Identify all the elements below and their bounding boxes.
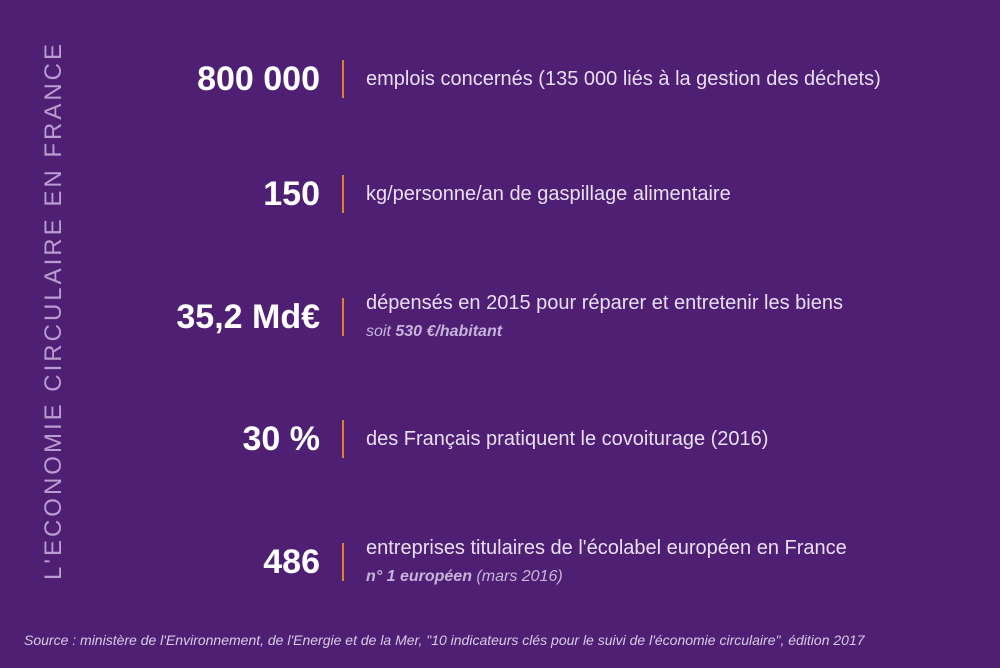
stat-sub-suffix: (mars 2016) — [472, 568, 563, 585]
page-title: L'ECONOMIE CIRCULAIRE EN FRANCE — [40, 41, 68, 580]
stat-row: 30 % des Français pratiquent le covoitur… — [100, 420, 970, 458]
stat-description-main: dépensés en 2015 pour réparer et entrete… — [366, 292, 843, 314]
vertical-title-container: L'ECONOMIE CIRCULAIRE EN FRANCE — [24, 0, 84, 620]
stat-description-main: entreprises titulaires de l'écolabel eur… — [366, 537, 847, 559]
stat-sub-prefix: soit — [366, 323, 395, 340]
stat-sub-bold: n° 1 européen — [366, 568, 472, 585]
stat-sub-bold: 530 €/habitant — [395, 323, 502, 340]
stat-value: 30 % — [100, 422, 320, 456]
stat-description: kg/personne/an de gaspillage alimentaire — [366, 181, 970, 208]
stat-value: 35,2 Md€ — [100, 300, 320, 334]
stats-list: 800 000 emplois concernés (135 000 liés … — [100, 60, 970, 588]
stat-row: 486 entreprises titulaires de l'écolabel… — [100, 535, 970, 588]
stat-description: dépensés en 2015 pour réparer et entrete… — [366, 290, 970, 343]
divider — [342, 175, 344, 213]
stat-description: des Français pratiquent le covoiturage (… — [366, 426, 970, 453]
stat-subtext: n° 1 européen (mars 2016) — [366, 566, 970, 588]
divider — [342, 420, 344, 458]
stat-description: entreprises titulaires de l'écolabel eur… — [366, 535, 970, 588]
stat-row: 800 000 emplois concernés (135 000 liés … — [100, 60, 970, 98]
stat-value: 800 000 — [100, 62, 320, 96]
stat-row: 35,2 Md€ dépensés en 2015 pour réparer e… — [100, 290, 970, 343]
stat-row: 150 kg/personne/an de gaspillage aliment… — [100, 175, 970, 213]
stat-subtext: soit 530 €/habitant — [366, 321, 970, 343]
stat-value: 486 — [100, 545, 320, 579]
divider — [342, 60, 344, 98]
stat-value: 150 — [100, 177, 320, 211]
stat-description: emplois concernés (135 000 liés à la ges… — [366, 66, 970, 93]
divider — [342, 543, 344, 581]
source-citation: Source : ministère de l'Environnement, d… — [24, 632, 976, 648]
divider — [342, 298, 344, 336]
